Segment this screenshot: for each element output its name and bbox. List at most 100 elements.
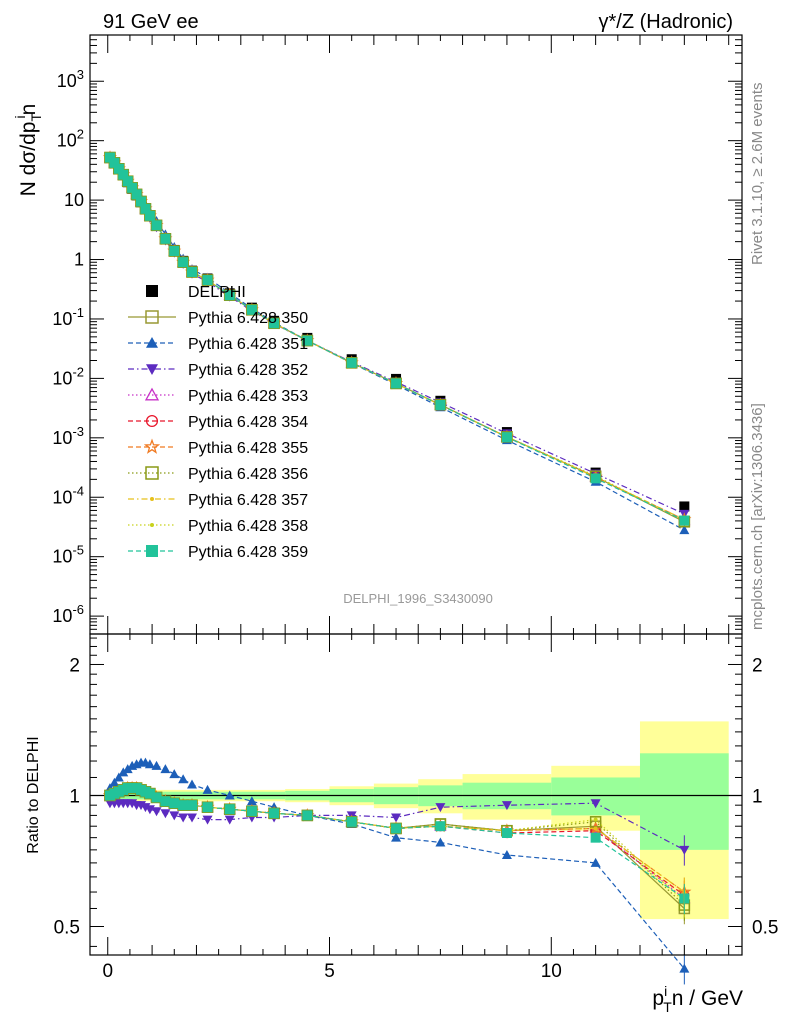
ratio-point-pythia-6-428-352 bbox=[178, 813, 189, 823]
main-y-tick-label: 103 bbox=[57, 67, 84, 91]
ratio-point-pythia-6-428-358 bbox=[593, 817, 598, 822]
main-point-pythia-6-428-359 bbox=[269, 318, 280, 329]
ratio-point-pythia-6-428-351 bbox=[113, 772, 124, 782]
main-y-label-a: N dσ/dp bbox=[17, 122, 40, 197]
ratio-point-pythia-6-428-351 bbox=[246, 796, 257, 806]
ratio-point-pythia-6-428-359 bbox=[187, 800, 198, 811]
x-axis-label: pi Tn / GeV bbox=[652, 983, 743, 1015]
legend-marker-pythia-6-428-358 bbox=[150, 523, 154, 527]
main-point-pythia-6-428-359 bbox=[435, 399, 446, 410]
ratio-point-pythia-6-428-351 bbox=[501, 849, 512, 859]
legend-marker-pythia-6-428-357 bbox=[150, 497, 154, 501]
ratio-point-pythia-6-428-351 bbox=[118, 767, 129, 777]
legend: DELPHI Pythia 6.428 350 Pythia 6.428 351 Py… bbox=[128, 284, 308, 561]
mcplots-label: mcplots.cern.ch [arXiv:1306.3436] bbox=[749, 403, 766, 630]
main-point-pythia-6-428-359 bbox=[187, 266, 198, 277]
x-tick-label: 10 bbox=[541, 961, 562, 982]
main-y-tick-label: 10-5 bbox=[52, 543, 84, 567]
main-point-pythia-6-428-359 bbox=[136, 196, 147, 207]
ratio-y-tick-label-right: 2 bbox=[752, 655, 763, 676]
x-label-sub: T bbox=[663, 999, 672, 1015]
process-label: γ*/Z (Hadronic) bbox=[599, 11, 733, 33]
ratio-point-pythia-6-428-359 bbox=[269, 808, 280, 819]
legend-marker-pythia-6-428-353 bbox=[144, 387, 160, 401]
main-point-pythia-6-428-359 bbox=[169, 245, 180, 256]
ratio-point-pythia-6-428-351 bbox=[151, 760, 162, 770]
ratio-panel bbox=[90, 721, 742, 985]
ratio-point-pythia-6-428-352 bbox=[169, 811, 180, 821]
ratio-point-pythia-6-428-359 bbox=[144, 788, 155, 799]
main-point-pythia-6-428-359 bbox=[302, 335, 313, 346]
ratio-point-pythia-6-428-357 bbox=[593, 826, 598, 831]
legend-label-pythia-6-428-357: Pythia 6.428 357 bbox=[188, 492, 308, 509]
energy-label: 91 GeV ee bbox=[103, 11, 199, 33]
ratio-y-tick-label: 2 bbox=[69, 655, 80, 676]
legend-label-pythia-6-428-356: Pythia 6.428 356 bbox=[188, 466, 308, 483]
main-y-tick-label: 10-1 bbox=[52, 305, 84, 329]
legend-label-pythia-6-428-350: Pythia 6.428 350 bbox=[188, 310, 308, 327]
main-point-pythia-6-428-359 bbox=[144, 210, 155, 221]
main-point-pythia-6-428-359 bbox=[346, 357, 357, 368]
ratio-frame bbox=[89, 633, 743, 956]
ratio-point-pythia-6-428-352 bbox=[590, 799, 601, 809]
main-point-pythia-6-428-359 bbox=[590, 473, 601, 484]
x-tick-label: 5 bbox=[324, 961, 335, 982]
main-y-tick-label: 102 bbox=[57, 127, 84, 151]
ratio-point-pythia-6-428-351 bbox=[169, 769, 180, 779]
legend-label-pythia-6-428-352: Pythia 6.428 352 bbox=[188, 362, 308, 379]
main-y-tick-label: 10 bbox=[64, 190, 84, 210]
ratio-point-pythia-6-428-351 bbox=[391, 832, 402, 842]
main-y-label-sub: T bbox=[28, 113, 44, 122]
main-y-label-b: n bbox=[17, 104, 40, 116]
data-point-delphi bbox=[679, 501, 690, 512]
ratio-point-pythia-6-428-351 bbox=[144, 759, 155, 769]
legend-label-pythia-6-428-359: Pythia 6.428 359 bbox=[188, 544, 308, 561]
ratio-point-pythia-6-428-351 bbox=[590, 857, 601, 867]
ratio-point-pythia-6-428-352 bbox=[187, 813, 198, 823]
ratio-point-pythia-6-428-352 bbox=[391, 813, 402, 823]
ratio-point-pythia-6-428-359 bbox=[151, 792, 162, 803]
legend-marker-pythia-6-428-356 bbox=[145, 466, 159, 480]
ratio-point-pythia-6-428-351 bbox=[160, 764, 171, 774]
legend-label-pythia-6-428-355: Pythia 6.428 355 bbox=[188, 440, 308, 457]
legend-marker-pythia-6-428-354 bbox=[145, 414, 159, 428]
ratio-point-pythia-6-428-352 bbox=[435, 803, 446, 813]
main-point-pythia-6-428-359 bbox=[140, 203, 151, 214]
legend-label-pythia-6-428-351: Pythia 6.428 351 bbox=[188, 336, 308, 353]
ratio-point-pythia-6-428-351 bbox=[122, 764, 133, 774]
ratio-point-pythia-6-428-359 bbox=[590, 832, 601, 843]
main-point-pythia-6-428-359 bbox=[224, 290, 235, 301]
main-point-pythia-6-428-359 bbox=[109, 157, 120, 168]
main-y-tick-label: 1 bbox=[74, 250, 84, 270]
ratio-point-pythia-6-428-359 bbox=[169, 798, 180, 809]
x-label-a: p bbox=[652, 987, 664, 1010]
x-label-b: n / GeV bbox=[672, 987, 743, 1010]
ratio-point-pythia-6-428-352 bbox=[202, 815, 213, 825]
main-point-pythia-6-428-359 bbox=[246, 304, 257, 315]
main-y-tick-label: 10-3 bbox=[52, 424, 84, 448]
ratio-point-pythia-6-428-351 bbox=[109, 777, 120, 787]
main-point-pythia-6-428-359 bbox=[202, 275, 213, 286]
main-y-tick-label: 10-4 bbox=[52, 483, 84, 507]
main-panel bbox=[102, 150, 692, 535]
ratio-point-pythia-6-428-359 bbox=[302, 810, 313, 821]
legend-label-pythia-6-428-353: Pythia 6.428 353 bbox=[188, 388, 308, 405]
ratio-point-pythia-6-428-352 bbox=[151, 807, 162, 817]
main-point-pythia-6-428-359 bbox=[127, 182, 138, 193]
ratio-y-tick-label-right: 0.5 bbox=[752, 917, 778, 938]
ratio-point-pythia-6-428-359 bbox=[246, 806, 257, 817]
ratio-point-pythia-6-428-359 bbox=[391, 823, 402, 834]
ratio-point-pythia-6-428-351 bbox=[224, 790, 235, 800]
ratio-point-pythia-6-428-351 bbox=[187, 779, 198, 789]
rivet-version-label: Rivet 3.1.10, ≥ 2.6M events bbox=[749, 83, 766, 266]
main-point-pythia-6-428-359 bbox=[113, 163, 124, 174]
ratio-point-pythia-6-428-352 bbox=[501, 801, 512, 811]
ratio-point-pythia-6-428-352 bbox=[224, 815, 235, 825]
ratio-point-pythia-6-428-351 bbox=[435, 837, 446, 847]
ratio-point-pythia-6-428-359 bbox=[346, 816, 357, 827]
ratio-point-pythia-6-428-359 bbox=[501, 827, 512, 838]
ratio-point-pythia-6-428-351 bbox=[178, 774, 189, 784]
